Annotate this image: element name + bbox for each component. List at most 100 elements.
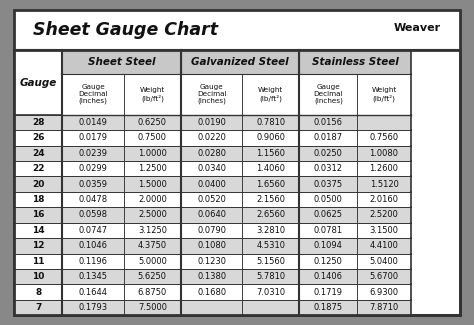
Text: 24: 24	[32, 149, 45, 158]
Bar	[63, 284, 124, 300]
Bar	[357, 192, 411, 207]
Text: 22: 22	[32, 164, 45, 173]
Bar	[14, 176, 63, 192]
Bar	[124, 130, 181, 146]
Text: 7.8710: 7.8710	[369, 303, 399, 312]
Bar	[181, 300, 242, 315]
Text: 6.9300: 6.9300	[369, 288, 399, 297]
Text: 3.1250: 3.1250	[138, 226, 167, 235]
Text: 0.1196: 0.1196	[79, 257, 108, 266]
Bar	[181, 176, 242, 192]
Bar	[124, 161, 181, 176]
Text: 5.0400: 5.0400	[370, 257, 399, 266]
Text: 7.5000: 7.5000	[138, 303, 167, 312]
Bar	[357, 269, 411, 284]
Text: 0.7560: 0.7560	[369, 133, 399, 142]
Text: 16: 16	[32, 211, 45, 219]
Text: 0.0598: 0.0598	[79, 211, 108, 219]
Bar	[357, 254, 411, 269]
Bar	[242, 74, 300, 115]
Bar	[124, 74, 181, 115]
Text: 0.0500: 0.0500	[314, 195, 343, 204]
Text: 0.0640: 0.0640	[197, 211, 226, 219]
Bar	[63, 269, 124, 284]
Bar	[14, 300, 63, 315]
Text: 0.0190: 0.0190	[197, 118, 226, 127]
Text: 2.0160: 2.0160	[370, 195, 399, 204]
Bar	[242, 300, 300, 315]
Bar	[242, 176, 300, 192]
Bar	[357, 238, 411, 254]
Text: 0.1046: 0.1046	[79, 241, 108, 250]
Text: 8: 8	[35, 288, 41, 297]
Bar	[300, 207, 357, 223]
Text: 0.0149: 0.0149	[79, 118, 108, 127]
Bar	[181, 223, 242, 238]
Bar	[124, 192, 181, 207]
Bar	[300, 161, 357, 176]
Bar	[63, 192, 124, 207]
Text: 1.1560: 1.1560	[256, 149, 285, 158]
Bar	[14, 130, 63, 146]
Text: Weight
(lb/ft²): Weight (lb/ft²)	[140, 87, 165, 101]
Text: 0.0359: 0.0359	[79, 180, 108, 188]
Bar	[357, 284, 411, 300]
Text: 0.6250: 0.6250	[138, 118, 167, 127]
Bar	[181, 115, 242, 130]
Bar	[124, 238, 181, 254]
Bar	[124, 176, 181, 192]
Text: 0.0340: 0.0340	[197, 164, 226, 173]
Text: 0.0299: 0.0299	[79, 164, 108, 173]
Bar	[242, 223, 300, 238]
Bar	[14, 284, 63, 300]
Bar	[300, 254, 357, 269]
Bar	[242, 284, 300, 300]
Text: Gauge
Decimal
(inches): Gauge Decimal (inches)	[78, 84, 108, 104]
Text: 0.0179: 0.0179	[79, 133, 108, 142]
Text: 4.3750: 4.3750	[138, 241, 167, 250]
Text: 0.0747: 0.0747	[79, 226, 108, 235]
Bar	[242, 207, 300, 223]
Text: 0.0239: 0.0239	[79, 149, 108, 158]
Bar	[300, 223, 357, 238]
Text: 0.1380: 0.1380	[197, 272, 226, 281]
Text: 0.1644: 0.1644	[79, 288, 108, 297]
Bar	[357, 300, 411, 315]
Text: 0.1680: 0.1680	[197, 288, 226, 297]
Text: 5.6250: 5.6250	[138, 272, 167, 281]
Bar	[181, 192, 242, 207]
Bar	[124, 223, 181, 238]
Text: 0.1406: 0.1406	[314, 272, 343, 281]
Bar	[63, 207, 124, 223]
Bar	[124, 207, 181, 223]
Bar	[181, 207, 242, 223]
Text: 2.5200: 2.5200	[370, 211, 399, 219]
Text: 5.6700: 5.6700	[369, 272, 399, 281]
Text: 10: 10	[32, 272, 45, 281]
Text: 18: 18	[32, 195, 45, 204]
Bar	[14, 223, 63, 238]
Text: 0.1250: 0.1250	[314, 257, 343, 266]
Text: 1.6560: 1.6560	[256, 180, 285, 188]
Text: 0.0220: 0.0220	[197, 133, 226, 142]
Text: Stainless Steel: Stainless Steel	[312, 57, 399, 67]
Bar	[357, 115, 411, 130]
Bar	[14, 192, 63, 207]
Text: 1.0080: 1.0080	[370, 149, 399, 158]
Bar	[181, 284, 242, 300]
Text: 3.2810: 3.2810	[256, 226, 285, 235]
Text: 0.1094: 0.1094	[314, 241, 343, 250]
Bar	[63, 50, 181, 74]
Text: 12: 12	[32, 241, 45, 250]
Bar	[242, 115, 300, 130]
Text: 5.0000: 5.0000	[138, 257, 167, 266]
Bar	[14, 50, 63, 115]
Text: 0.0280: 0.0280	[197, 149, 226, 158]
Text: 0.1719: 0.1719	[314, 288, 343, 297]
Text: 5.7810: 5.7810	[256, 272, 285, 281]
Text: 11: 11	[32, 257, 45, 266]
Bar	[300, 238, 357, 254]
Bar	[357, 74, 411, 115]
Bar	[14, 146, 63, 161]
Text: 7.0310: 7.0310	[256, 288, 285, 297]
